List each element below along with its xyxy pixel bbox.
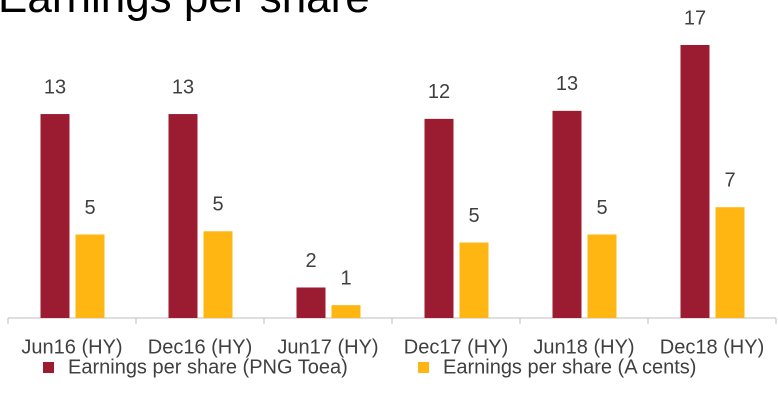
bar	[587, 234, 617, 318]
value-label: 12	[428, 81, 450, 103]
bar	[680, 45, 710, 318]
bar	[331, 305, 361, 318]
bar	[459, 242, 489, 318]
value-label: 13	[172, 76, 194, 98]
value-label: 17	[684, 7, 706, 29]
chart-title: Earnings per share	[0, 0, 370, 22]
bar	[40, 114, 70, 318]
value-label: 7	[724, 169, 735, 191]
value-label: 5	[596, 197, 607, 219]
x-tick-label: Jun18 (HY)	[533, 336, 634, 358]
x-tick-label: Jun17 (HY)	[277, 336, 378, 358]
value-label: 5	[84, 197, 95, 219]
bar	[296, 287, 326, 318]
value-label: 2	[305, 250, 316, 272]
x-tick-label: Dec17 (HY)	[404, 336, 508, 358]
bar	[168, 114, 198, 318]
legend-swatch	[43, 362, 54, 373]
bar	[203, 231, 233, 318]
bar	[75, 234, 105, 318]
legend-label: Earnings per share (A cents)	[443, 356, 696, 378]
value-label: 13	[556, 73, 578, 95]
legend-swatch	[418, 362, 429, 373]
bar	[715, 207, 745, 318]
value-label: 1	[340, 267, 351, 289]
value-label: 5	[212, 194, 223, 216]
x-tick-label: Dec18 (HY)	[660, 336, 764, 358]
bar	[552, 110, 582, 318]
x-tick-label: Dec16 (HY)	[148, 336, 252, 358]
legend-label: Earnings per share (PNG Toea)	[68, 356, 348, 378]
value-label: 13	[44, 76, 66, 98]
bar	[424, 118, 454, 318]
x-tick-label: Jun16 (HY)	[21, 336, 122, 358]
value-label: 5	[468, 205, 479, 227]
